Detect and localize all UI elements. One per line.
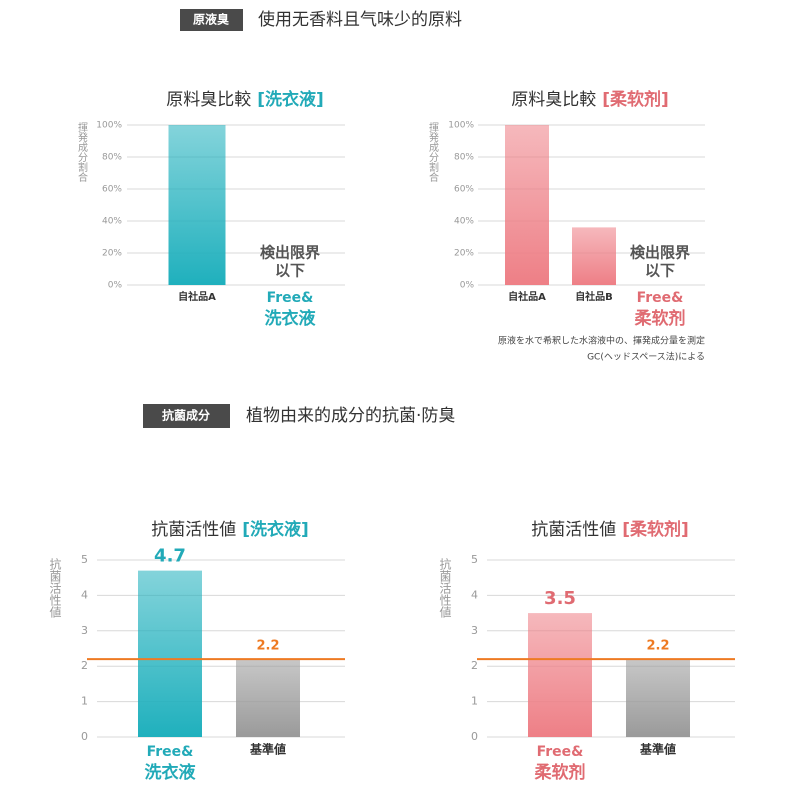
y-tick-label: 80% xyxy=(102,153,122,163)
y-tick-label: 3 xyxy=(81,624,88,637)
y-tick-label: 20% xyxy=(454,249,474,259)
chart-title: 抗菌活性値 [柔软剂] xyxy=(531,519,689,540)
y-tick-label: 0 xyxy=(81,730,88,743)
value-label: 4.7 xyxy=(154,546,186,567)
x-tick-label: 基準値 xyxy=(639,742,676,757)
y-axis-label: 揮発成分割合 xyxy=(427,121,439,183)
section-heading: 使用无香料且气味少的原料 xyxy=(258,9,462,30)
value-label: 以下 xyxy=(645,262,675,280)
note: GC(ヘッドスペース法)による xyxy=(587,351,705,363)
chart-title: 原料臭比較 [洗衣液] xyxy=(166,89,324,110)
bar xyxy=(505,125,549,285)
x-tick-label: 柔软剂 xyxy=(535,762,586,783)
y-tick-label: 0% xyxy=(108,281,123,291)
y-tick-label: 20% xyxy=(102,249,122,259)
x-tick-label: 基準値 xyxy=(249,742,286,757)
y-tick-label: 2 xyxy=(81,659,88,672)
chart-title-main: 原料臭比較 xyxy=(511,90,596,110)
y-axis-label: 揮発成分割合 xyxy=(76,121,88,183)
chart-title: 原料臭比較 [柔软剂] xyxy=(511,89,669,110)
x-tick-label: Free& xyxy=(637,290,684,306)
x-tick-label: 洗衣液 xyxy=(265,308,316,329)
value-label: 検出限界 xyxy=(630,244,690,262)
chart-title-main: 原料臭比較 xyxy=(166,90,251,110)
x-tick-label: 柔软剂 xyxy=(635,308,686,329)
y-tick-label: 0 xyxy=(471,730,478,743)
value-label: 2.2 xyxy=(256,639,279,654)
badge xyxy=(143,404,230,428)
chart-title-main: 抗菌活性値 xyxy=(151,520,236,540)
note: 原液を水で希釈した水溶液中の、揮発成分量を測定 xyxy=(498,335,705,347)
y-tick-label: 3 xyxy=(471,624,478,637)
y-tick-label: 100% xyxy=(448,121,474,131)
bar xyxy=(138,570,202,737)
y-tick-label: 1 xyxy=(81,695,88,708)
y-tick-label: 2 xyxy=(471,659,478,672)
y-tick-label: 60% xyxy=(454,185,474,195)
chart-title-tag: [洗衣液] xyxy=(257,89,324,110)
value-label: 以下 xyxy=(275,262,305,280)
x-tick-label: 洗衣液 xyxy=(145,762,196,783)
chart-title-tag: [柔软剂] xyxy=(622,519,689,540)
bar xyxy=(572,227,616,285)
y-tick-label: 4 xyxy=(81,588,88,601)
bar xyxy=(528,613,592,737)
y-tick-label: 80% xyxy=(454,153,474,163)
y-tick-label: 40% xyxy=(454,217,474,227)
bar xyxy=(168,125,226,285)
y-axis-label: 抗菌活性値 xyxy=(438,557,452,618)
chart-title: 抗菌活性値 [洗衣液] xyxy=(151,519,309,540)
badge-text: 抗菌成分 xyxy=(162,408,210,423)
y-tick-label: 4 xyxy=(471,588,478,601)
x-tick-label: 自社品A xyxy=(508,290,546,303)
x-tick-label: 自社品A xyxy=(178,290,216,303)
y-tick-label: 60% xyxy=(102,185,122,195)
y-tick-label: 1 xyxy=(471,695,478,708)
section-heading: 植物由来的成分的抗菌·防臭 xyxy=(246,406,455,426)
x-tick-label: 自社品B xyxy=(575,290,613,303)
y-tick-label: 5 xyxy=(81,553,88,566)
y-tick-label: 0% xyxy=(460,281,475,291)
bar xyxy=(236,659,300,737)
chart-title-tag: [洗衣液] xyxy=(242,519,309,540)
y-tick-label: 100% xyxy=(96,121,122,131)
y-tick-label: 40% xyxy=(102,217,122,227)
bar xyxy=(626,659,690,737)
x-tick-label: Free& xyxy=(147,744,194,760)
chart-title-main: 抗菌活性値 xyxy=(531,520,616,540)
value-label: 検出限界 xyxy=(260,244,320,262)
y-axis-label: 抗菌活性値 xyxy=(48,557,62,618)
value-label: 3.5 xyxy=(544,588,576,609)
x-tick-label: Free& xyxy=(267,290,314,306)
value-label: 2.2 xyxy=(646,639,669,654)
x-tick-label: Free& xyxy=(537,744,584,760)
badge-text: 原液臭 xyxy=(193,12,229,27)
badge xyxy=(180,9,243,31)
y-tick-label: 5 xyxy=(471,553,478,566)
chart-title-tag: [柔软剂] xyxy=(602,89,669,110)
